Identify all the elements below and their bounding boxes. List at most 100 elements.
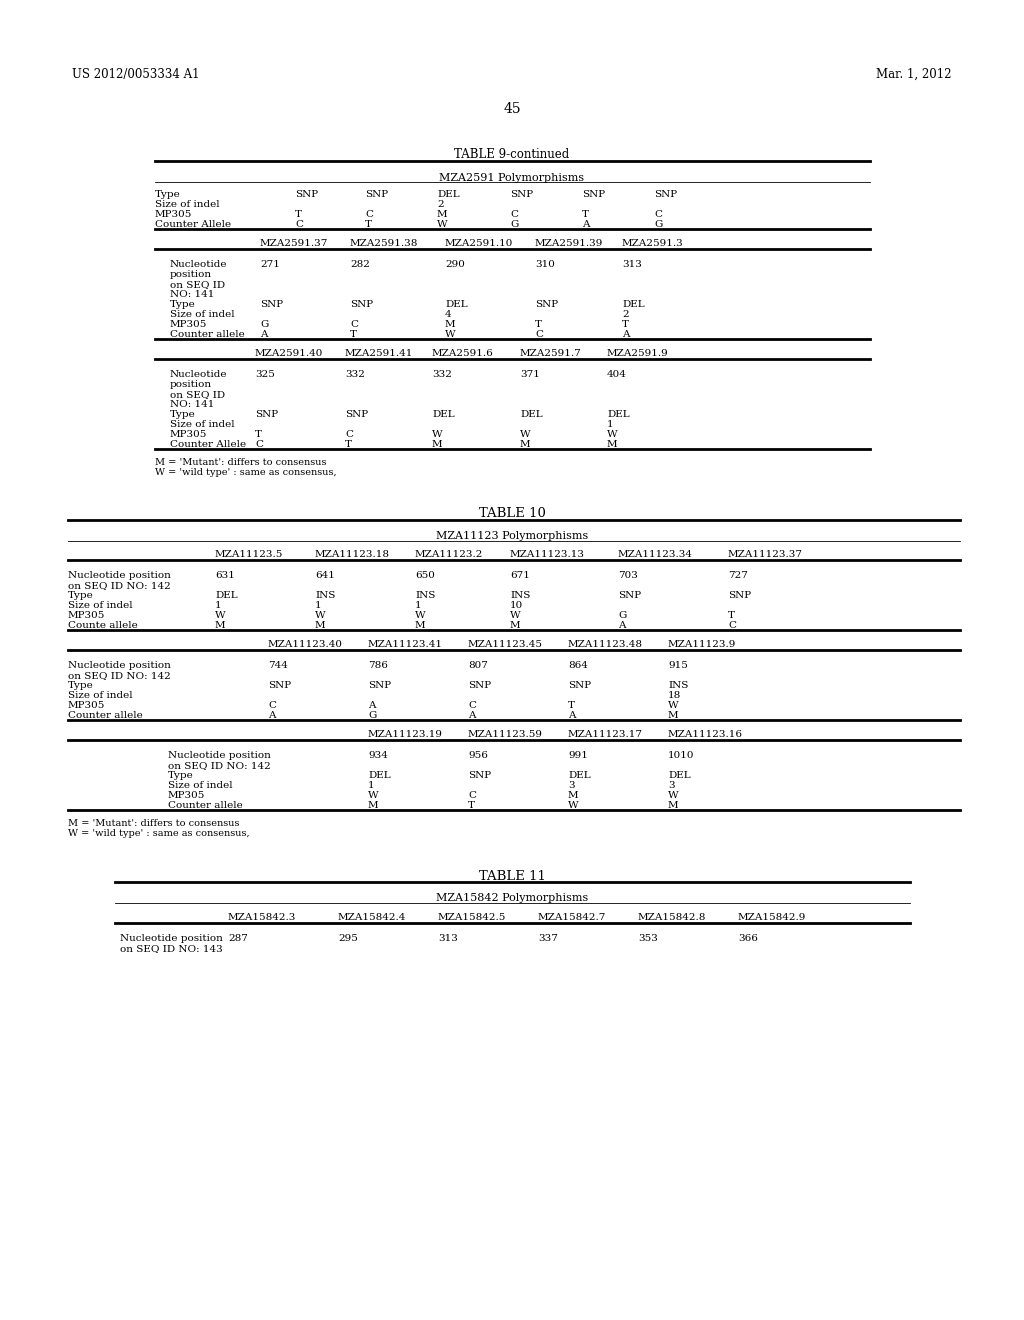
Text: 337: 337 bbox=[538, 935, 558, 942]
Text: 4: 4 bbox=[445, 310, 452, 319]
Text: Type: Type bbox=[170, 300, 196, 309]
Text: MZA2591.38: MZA2591.38 bbox=[350, 239, 419, 248]
Text: Counter Allele: Counter Allele bbox=[155, 220, 231, 228]
Text: SNP: SNP bbox=[295, 190, 318, 199]
Text: 703: 703 bbox=[618, 572, 638, 579]
Text: 1010: 1010 bbox=[668, 751, 694, 760]
Text: Nucleotide: Nucleotide bbox=[170, 370, 227, 379]
Text: SNP: SNP bbox=[568, 681, 591, 690]
Text: W: W bbox=[437, 220, 447, 228]
Text: 295: 295 bbox=[338, 935, 357, 942]
Text: MZA2591.41: MZA2591.41 bbox=[345, 348, 414, 358]
Text: Size of indel: Size of indel bbox=[155, 201, 219, 209]
Text: 631: 631 bbox=[215, 572, 234, 579]
Text: NO: 141: NO: 141 bbox=[170, 290, 214, 300]
Text: MZA15842.9: MZA15842.9 bbox=[738, 913, 806, 921]
Text: MZA11123.45: MZA11123.45 bbox=[468, 640, 543, 649]
Text: SNP: SNP bbox=[510, 190, 534, 199]
Text: on SEQ ID NO: 143: on SEQ ID NO: 143 bbox=[120, 944, 223, 953]
Text: MZA2591.39: MZA2591.39 bbox=[535, 239, 603, 248]
Text: Counter allele: Counter allele bbox=[170, 330, 245, 339]
Text: Counter allele: Counter allele bbox=[68, 711, 142, 719]
Text: A: A bbox=[618, 620, 626, 630]
Text: 313: 313 bbox=[622, 260, 642, 269]
Text: Type: Type bbox=[155, 190, 181, 199]
Text: Size of indel: Size of indel bbox=[170, 420, 234, 429]
Text: on SEQ ID: on SEQ ID bbox=[170, 280, 225, 289]
Text: Mar. 1, 2012: Mar. 1, 2012 bbox=[877, 69, 952, 81]
Text: 1: 1 bbox=[215, 601, 221, 610]
Text: 366: 366 bbox=[738, 935, 758, 942]
Text: MP305: MP305 bbox=[155, 210, 193, 219]
Text: 10: 10 bbox=[510, 601, 523, 610]
Text: 864: 864 bbox=[568, 661, 588, 671]
Text: MZA15842.4: MZA15842.4 bbox=[338, 913, 407, 921]
Text: 287: 287 bbox=[228, 935, 248, 942]
Text: INS: INS bbox=[668, 681, 688, 690]
Text: 332: 332 bbox=[345, 370, 365, 379]
Text: 1: 1 bbox=[315, 601, 322, 610]
Text: MZA15842.7: MZA15842.7 bbox=[538, 913, 606, 921]
Text: NO: 141: NO: 141 bbox=[170, 400, 214, 409]
Text: 671: 671 bbox=[510, 572, 529, 579]
Text: MP305: MP305 bbox=[168, 791, 206, 800]
Text: SNP: SNP bbox=[345, 411, 368, 418]
Text: INS: INS bbox=[415, 591, 435, 601]
Text: M: M bbox=[510, 620, 520, 630]
Text: A: A bbox=[568, 711, 575, 719]
Text: 325: 325 bbox=[255, 370, 274, 379]
Text: 290: 290 bbox=[445, 260, 465, 269]
Text: M: M bbox=[568, 791, 579, 800]
Text: T: T bbox=[622, 319, 629, 329]
Text: SNP: SNP bbox=[350, 300, 373, 309]
Text: position: position bbox=[170, 380, 212, 389]
Text: MZA11123.18: MZA11123.18 bbox=[315, 550, 390, 558]
Text: DEL: DEL bbox=[568, 771, 591, 780]
Text: MP305: MP305 bbox=[170, 319, 208, 329]
Text: Nucleotide position: Nucleotide position bbox=[68, 572, 171, 579]
Text: M: M bbox=[607, 440, 617, 449]
Text: MZA15842 Polymorphisms: MZA15842 Polymorphisms bbox=[436, 894, 588, 903]
Text: W = 'wild type' : same as consensus,: W = 'wild type' : same as consensus, bbox=[68, 829, 250, 838]
Text: A: A bbox=[468, 711, 475, 719]
Text: MZA11123.5: MZA11123.5 bbox=[215, 550, 284, 558]
Text: 1: 1 bbox=[415, 601, 422, 610]
Text: M: M bbox=[668, 711, 679, 719]
Text: Type: Type bbox=[68, 681, 94, 690]
Text: M = 'Mutant': differs to consensus: M = 'Mutant': differs to consensus bbox=[155, 458, 327, 467]
Text: Size of indel: Size of indel bbox=[68, 690, 133, 700]
Text: C: C bbox=[295, 220, 303, 228]
Text: 744: 744 bbox=[268, 661, 288, 671]
Text: W: W bbox=[368, 791, 379, 800]
Text: T: T bbox=[345, 440, 352, 449]
Text: on SEQ ID NO: 142: on SEQ ID NO: 142 bbox=[68, 581, 171, 590]
Text: 404: 404 bbox=[607, 370, 627, 379]
Text: position: position bbox=[170, 271, 212, 279]
Text: MZA2591.10: MZA2591.10 bbox=[445, 239, 513, 248]
Text: Size of indel: Size of indel bbox=[170, 310, 234, 319]
Text: DEL: DEL bbox=[445, 300, 468, 309]
Text: C: C bbox=[654, 210, 662, 219]
Text: MZA11123.37: MZA11123.37 bbox=[728, 550, 803, 558]
Text: 2: 2 bbox=[437, 201, 443, 209]
Text: 727: 727 bbox=[728, 572, 748, 579]
Text: DEL: DEL bbox=[520, 411, 543, 418]
Text: T: T bbox=[535, 319, 542, 329]
Text: C: C bbox=[468, 701, 476, 710]
Text: T: T bbox=[350, 330, 357, 339]
Text: W: W bbox=[607, 430, 617, 440]
Text: SNP: SNP bbox=[468, 681, 492, 690]
Text: SNP: SNP bbox=[618, 591, 641, 601]
Text: MZA11123.59: MZA11123.59 bbox=[468, 730, 543, 739]
Text: W: W bbox=[510, 611, 520, 620]
Text: Size of indel: Size of indel bbox=[168, 781, 232, 789]
Text: W: W bbox=[668, 701, 679, 710]
Text: 1: 1 bbox=[607, 420, 613, 429]
Text: W: W bbox=[415, 611, 426, 620]
Text: Type: Type bbox=[68, 591, 94, 601]
Text: 641: 641 bbox=[315, 572, 335, 579]
Text: MZA11123.2: MZA11123.2 bbox=[415, 550, 483, 558]
Text: C: C bbox=[728, 620, 736, 630]
Text: A: A bbox=[368, 701, 376, 710]
Text: 786: 786 bbox=[368, 661, 388, 671]
